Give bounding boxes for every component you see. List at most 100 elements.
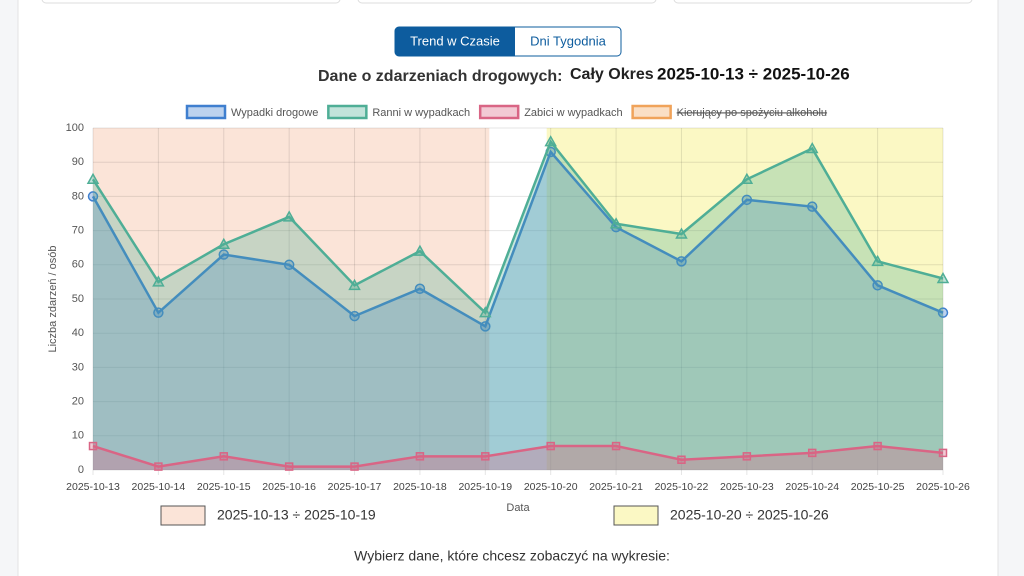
point [481,452,490,461]
period-band [93,128,490,470]
point [218,249,230,260]
point [348,278,361,291]
x-tick-label: 2025-10-13 [66,481,120,493]
point [873,441,882,451]
point [677,455,686,464]
x-tick-label: 2025-10-18 [393,481,447,493]
x-tick-label: 2025-10-20 [524,481,578,493]
point [154,462,163,471]
y-tick-label: 0 [78,464,84,476]
point [415,452,425,461]
x-tick-label: 2025-10-22 [655,481,709,493]
point [152,275,165,287]
y-tick-label: 90 [72,156,84,168]
tab-active[interactable] [395,27,515,56]
card [357,0,657,4]
card [41,0,341,4]
x-tick-label: 2025-10-26 [916,481,970,493]
y-tick-label: 10 [72,430,84,442]
point [282,210,296,222]
y-tick-label: 50 [72,293,84,305]
y-tick-label: 20 [72,396,84,408]
series-line [92,444,944,468]
point [283,259,295,271]
x-tick-label: 2025-10-15 [197,481,251,493]
tabs: Trend w Czasie Dni Tygodnia [394,26,622,57]
y-axis-label: Liczba zdarzeń / osób [47,245,59,352]
x-tick-label: 2025-10-24 [785,481,839,493]
point [414,283,426,294]
y-tick-label: 40 [72,327,84,339]
point [938,448,948,458]
period-legend-box [613,505,659,526]
point [872,280,883,291]
point [740,172,754,185]
tab-label[interactable]: Dni Tygodnia [530,33,606,48]
point [350,462,359,471]
point [479,306,492,318]
chart-subtitle: Cały Okres [570,66,654,83]
point [871,254,884,267]
x-tick-label: 2025-10-23 [720,481,774,493]
x-tick-label: 2025-10-14 [132,481,186,493]
point [284,462,294,471]
legend-swatch [631,104,672,120]
legend-label: Wypadki drogowe [231,107,318,119]
x-tick-label: 2025-10-19 [458,481,512,493]
point [676,256,687,267]
point [86,172,100,185]
x-tick-label: 2025-10-16 [262,481,316,493]
period-legend-box [160,505,206,526]
point [413,244,427,256]
y-tick-label: 30 [72,361,84,373]
point [806,201,818,212]
y-tick-label: 80 [72,190,84,202]
chart-range: 2025-10-13 ÷ 2025-10-26 [657,64,850,83]
point [675,227,688,239]
point [937,307,949,318]
point [805,141,819,154]
legend-label: Ranni w wypadkach [372,107,470,119]
chart-title: Dane o zdarzeniach drogowych: [318,68,562,85]
card [673,0,973,4]
point [349,310,360,322]
point [153,307,164,318]
legend-swatch [327,104,368,120]
series-area [93,141,943,470]
footer-text: Wybierz dane, które chcesz zobaczyć na w… [354,548,670,564]
point [611,441,621,451]
x-axis-label: Data [506,502,530,514]
series-line [91,149,944,329]
y-tick-label: 70 [72,225,84,237]
series-line [91,139,944,315]
period-legend-label: 2025-10-13 ÷ 2025-10-19 [217,507,376,523]
point [87,191,99,202]
point [741,194,753,206]
point [480,321,491,332]
period-legend-label: 2025-10-20 ÷ 2025-10-26 [670,507,829,523]
legend-label: Zabici w wypadkach [524,107,622,119]
series-area [93,151,943,470]
point [544,135,557,147]
point [936,271,950,284]
point [217,237,231,250]
point [88,441,98,451]
legend-label: Kierujący po spożyciu alkoholu [677,107,827,119]
point [742,452,752,461]
x-tick-label: 2025-10-21 [589,481,643,493]
tab-label[interactable]: Trend w Czasie [410,33,500,48]
period-band [546,128,943,470]
y-tick-label: 100 [66,122,84,134]
series-area [93,446,943,470]
legend-swatch [478,104,520,120]
point [219,452,229,461]
point [807,448,817,458]
point [609,217,623,229]
point [546,441,555,451]
legend-swatch [185,104,227,120]
x-tick-label: 2025-10-17 [328,481,382,493]
y-tick-label: 60 [72,259,84,271]
x-tick-label: 2025-10-25 [851,481,905,493]
